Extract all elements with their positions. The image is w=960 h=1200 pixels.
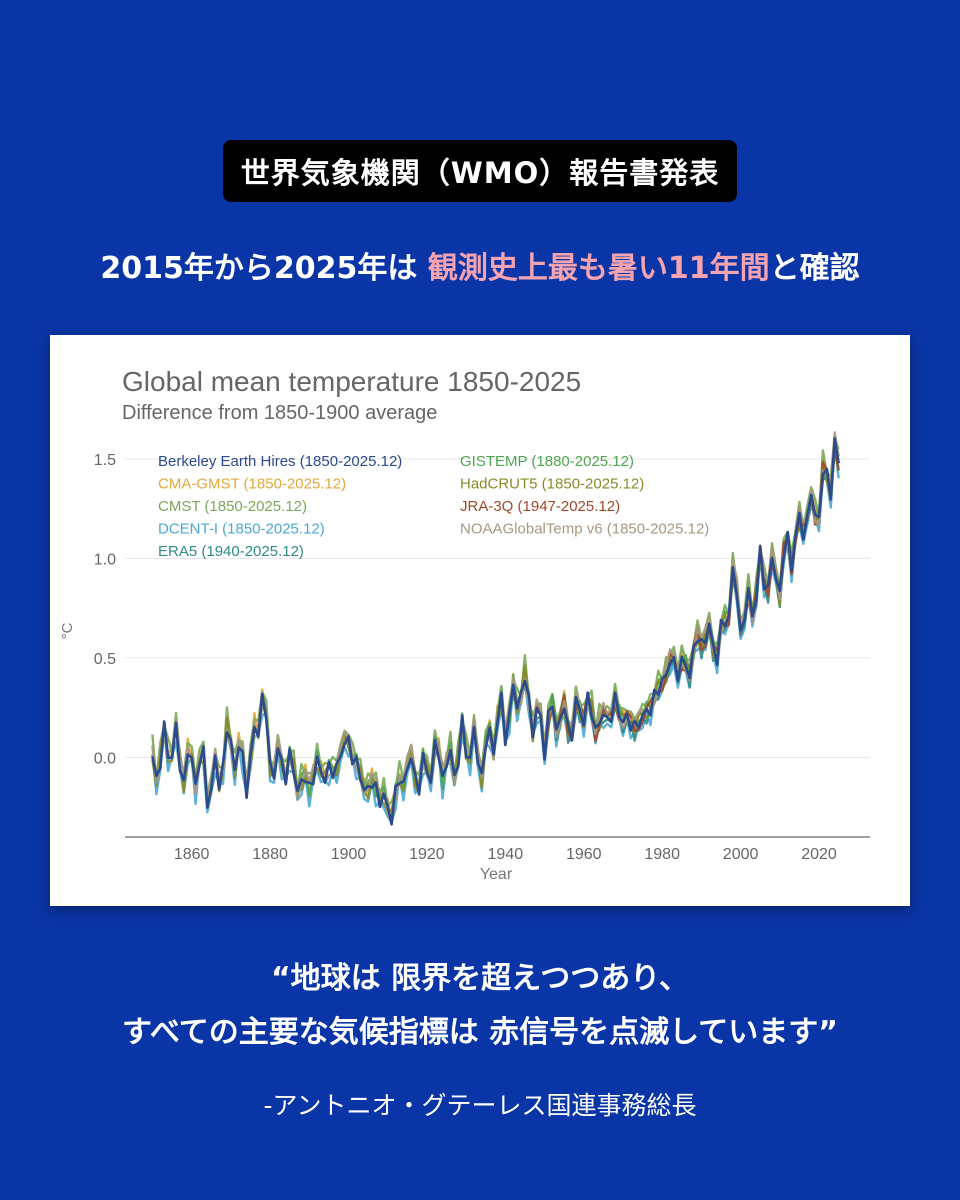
legend-entry: CMA-GMST (1850-2025.12) <box>158 476 346 493</box>
legend-entry: ERA5 (1940-2025.12) <box>158 543 304 560</box>
chart-title: Global mean temperature 1850-2025 <box>122 366 581 397</box>
grid-layer <box>125 458 870 758</box>
report-badge: 世界気象機関（WMO）報告書発表 <box>222 140 738 202</box>
y-tick-label: 0.0 <box>94 750 116 767</box>
x-tick-label: 2020 <box>801 846 837 863</box>
legend-entry: NOAAGlobalTemp v6 (1850-2025.12) <box>460 521 709 538</box>
quote: “地球は 限界を超えつつあり、 すべての主要な気候指標は 赤信号を点滅しています… <box>0 952 960 1060</box>
badge-wrap: 世界気象機関（WMO）報告書発表 <box>0 140 960 202</box>
x-tick-label: 1960 <box>566 846 602 863</box>
headline-highlight: 観測史上最も暑い11年間 <box>427 251 770 286</box>
legend-entry: Berkeley Earth Hires (1850-2025.12) <box>158 453 402 470</box>
legend: Berkeley Earth Hires (1850-2025.12) CMA-G… <box>158 453 709 560</box>
x-axis-label: Year <box>480 866 513 883</box>
legend-entry: HadCRUT5 (1850-2025.12) <box>460 476 644 493</box>
y-tick-label: 0.5 <box>94 651 116 668</box>
legend-entry: DCENT-I (1850-2025.12) <box>158 521 325 538</box>
series-line <box>151 435 840 821</box>
series-line-highlight <box>151 437 840 826</box>
series-layer <box>151 431 840 826</box>
x-tick-label: 1920 <box>409 846 445 863</box>
y-axis-label: °C <box>59 622 76 639</box>
headline: 2015年から2025年は 観測史上最も暑い11年間と確認 <box>0 243 960 287</box>
series-line <box>151 438 840 813</box>
chart-card: Global mean temperature 1850-2025 Differ… <box>50 335 910 906</box>
x-tick-label: 1900 <box>331 846 367 863</box>
legend-entry: JRA-3Q (1947-2025.12) <box>460 498 620 515</box>
x-tick-label: 2000 <box>723 846 759 863</box>
legend-entry: CMST (1850-2025.12) <box>158 498 307 515</box>
y-tick-label: 1.0 <box>94 551 116 568</box>
quote-line-2: すべての主要な気候指標は 赤信号を点滅しています” <box>122 1015 838 1050</box>
x-tick-label: 1980 <box>644 846 680 863</box>
legend-entry: GISTEMP (1880-2025.12) <box>460 453 634 470</box>
series-line <box>151 437 840 826</box>
quote-author: -アントニオ・グテーレス国連事務総長 <box>263 1091 697 1120</box>
x-tick-label: 1940 <box>488 846 524 863</box>
headline-part1: 2015年から2025年は <box>100 251 428 286</box>
headline-part2: と確認 <box>769 251 860 286</box>
y-tick-label: 1.5 <box>94 452 116 469</box>
axis-layer: 0.0 0.5 1.0 1.5 1860 1880 1900 1920 1940 1960 1980… <box>94 452 870 863</box>
temperature-chart: Global mean temperature 1850-2025 Differ… <box>59 366 870 883</box>
chart-subtitle: Difference from 1850-1900 average <box>122 402 437 424</box>
x-tick-label: 1860 <box>174 846 210 863</box>
x-tick-label: 1880 <box>252 846 288 863</box>
quote-line-1: “地球は 限界を超えつつあり、 <box>270 961 690 996</box>
